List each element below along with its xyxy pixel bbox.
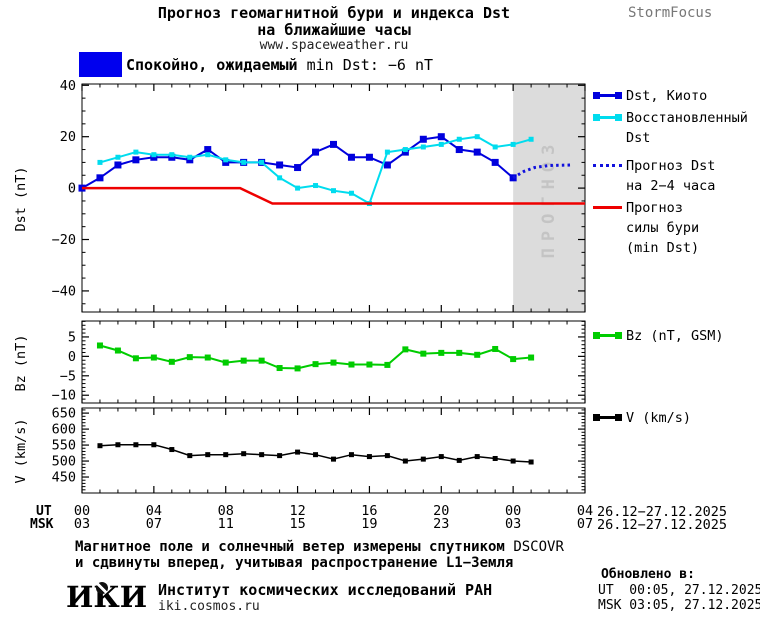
- svg-text:650: 650: [52, 406, 76, 422]
- x-ticks-v: [81, 408, 586, 493]
- y-ticks-bz: 5 0 −5 −10: [52, 320, 585, 404]
- panel-bz: 5 0 −5 −10: [52, 320, 586, 404]
- satellite-dish-icon: [96, 582, 108, 594]
- series-markers-v-0: [97, 442, 534, 465]
- legend-text: Восстановленный: [626, 110, 748, 126]
- legend-item-dst-1: Восстановленный Dst: [593, 108, 748, 148]
- status-text-value: min Dst: −6 nT: [306, 56, 434, 74]
- legend-marker-dst-2: [593, 162, 622, 169]
- svg-text:0: 0: [68, 181, 76, 197]
- svg-text:00: 00: [505, 503, 521, 519]
- status-color-swatch: [79, 52, 122, 77]
- svg-text:08: 08: [218, 503, 234, 519]
- svg-text:−10: −10: [52, 388, 76, 404]
- svg-text:04: 04: [577, 503, 593, 519]
- panel-frame-dst: [81, 83, 586, 313]
- website-link[interactable]: www.spaceweather.ru: [259, 38, 409, 53]
- svg-text:0: 0: [68, 349, 76, 365]
- svg-text:12: 12: [289, 503, 305, 519]
- updated-msk: MSK 03:05, 27.12.2025: [598, 598, 760, 613]
- page-subtitle: на ближайшие часы: [257, 21, 411, 39]
- legend-item-v-0: V (km/s): [593, 408, 691, 428]
- svg-text:40: 40: [60, 78, 76, 94]
- legend-text: Прогноз Dst: [626, 158, 716, 174]
- y-ticks-dst: 40 20 0 −20 −40: [52, 78, 585, 305]
- panel-dst: ПРОГНОЗ 40 20 0 −20 −40: [52, 78, 586, 313]
- svg-text:07: 07: [577, 516, 593, 532]
- legend-marker-bz-0: [593, 332, 622, 339]
- data-source-note-line1: Магнитное поле и солнечный ветер измерен…: [75, 539, 564, 555]
- msk-row-label: MSK: [30, 517, 54, 532]
- legend-text: на 2−4 часа: [626, 178, 716, 194]
- legend-marker-dst-0: [593, 92, 622, 99]
- x-ticks-bz: [81, 321, 586, 403]
- svg-text:04: 04: [146, 503, 162, 519]
- legend-text: Dst: [626, 130, 651, 146]
- series-markers-bz-0: [96, 342, 535, 372]
- svg-text:20: 20: [60, 129, 76, 145]
- svg-text:450: 450: [52, 470, 76, 486]
- institute-name: Институт космических исследований РАН: [158, 581, 493, 599]
- date-range-msk: 26.12−27.12.2025: [597, 517, 728, 533]
- svg-text:11: 11: [218, 516, 234, 532]
- forecast-watermark: ПРОГНОЗ: [539, 138, 559, 259]
- series-markers-dst-0: [78, 133, 517, 192]
- legend-text: Bz (nT, GSM): [626, 328, 724, 344]
- series-dst-2: [512, 163, 573, 180]
- legend-marker-dst-1: [593, 114, 622, 121]
- svg-text:600: 600: [52, 422, 76, 438]
- legend-marker-dst-3: [593, 204, 622, 211]
- svg-text:−5: −5: [60, 368, 76, 384]
- note-line1-ru: Магнитное поле и солнечный ветер измерен…: [75, 539, 505, 555]
- date-range-ut: 26.12−27.12.2025: [597, 504, 728, 520]
- series-dst-0: [81, 135, 514, 189]
- data-source-note-line2: и сдвинуты вперед, учитывая распростране…: [75, 555, 514, 571]
- svg-text:20: 20: [433, 503, 449, 519]
- status-text: Спокойно, ожидаемый min Dst: −6 nT: [126, 56, 433, 74]
- legend-text: силы бури: [626, 220, 700, 236]
- svg-text:550: 550: [52, 438, 76, 454]
- svg-text:15: 15: [289, 516, 305, 532]
- svg-text:23: 23: [433, 516, 449, 532]
- page-title: Прогноз геомагнитной бури и индекса Dst: [157, 4, 511, 22]
- legend-item-dst-3: Прогноз силы бури (min Dst): [593, 198, 699, 258]
- series-markers-dst-1: [97, 134, 534, 207]
- svg-text:−40: −40: [52, 283, 76, 299]
- svg-text:03: 03: [505, 516, 521, 532]
- legend-marker-v-0: [593, 414, 622, 421]
- updated-ut: UT 00:05, 27.12.2025: [598, 583, 760, 598]
- svg-text:07: 07: [146, 516, 162, 532]
- legend-text: V (km/s): [626, 410, 692, 426]
- legend-text: Dst, Киото: [626, 88, 708, 104]
- satellite-name: DSCOVR: [513, 539, 564, 555]
- brand-label: StormFocus: [628, 5, 713, 21]
- svg-text:−20: −20: [52, 232, 76, 248]
- legend-item-dst-2: Прогноз Dst на 2−4 часа: [593, 156, 715, 196]
- ut-row-label: UT: [36, 504, 52, 519]
- status-text-ru: Спокойно, ожидаемый: [126, 56, 298, 74]
- updated-label: Обновлено в:: [601, 567, 695, 582]
- legend-item-dst-0: Dst, Киото: [593, 86, 707, 106]
- legend-text: (min Dst): [626, 240, 700, 256]
- institute-site-link[interactable]: iki.cosmos.ru: [158, 599, 260, 614]
- svg-text:00: 00: [74, 503, 90, 519]
- legend-item-bz-0: Bz (nT, GSM): [593, 326, 724, 346]
- series-dst-1: [99, 135, 532, 205]
- forecast-region: [513, 84, 585, 312]
- x-ticks-dst: [81, 84, 586, 312]
- legend-text: Прогноз: [626, 200, 683, 216]
- series-dst-3: [82, 186, 585, 205]
- svg-text:500: 500: [52, 454, 76, 470]
- svg-text:16: 16: [361, 503, 377, 519]
- svg-text:5: 5: [68, 329, 76, 345]
- panel-frame-v: [81, 407, 586, 494]
- svg-text:03: 03: [74, 516, 90, 532]
- svg-text:19: 19: [361, 516, 377, 532]
